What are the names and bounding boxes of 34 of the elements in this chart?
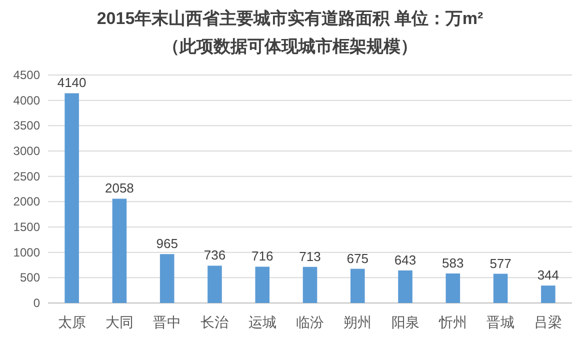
data-label: 716: [252, 248, 274, 264]
data-label: 643: [394, 252, 416, 268]
data-label: 965: [156, 236, 178, 252]
category: 运城: [248, 314, 276, 330]
data-label: 4140: [57, 75, 86, 90]
category: 晋城: [486, 314, 515, 330]
category: 晋中: [153, 314, 182, 330]
ytick: 1500: [13, 220, 40, 234]
category: 忻州: [438, 314, 467, 330]
subtitle: （此项数据可体现城市框架规模）: [162, 37, 418, 56]
category: 太原: [58, 314, 86, 330]
ytick: 0: [33, 296, 40, 310]
category: 朔州: [344, 314, 372, 330]
ytick: 4500: [13, 68, 40, 82]
ytick: 4000: [13, 93, 40, 108]
category: 大同: [105, 314, 134, 330]
category: 长治: [200, 314, 229, 330]
data-label: 583: [442, 255, 464, 270]
data-label: 713: [299, 248, 321, 264]
ytick: 3500: [13, 118, 40, 133]
data-label: 736: [204, 248, 226, 263]
ytick: 500: [20, 270, 40, 285]
category: 阳泉: [391, 314, 420, 330]
ytick: 2000: [13, 194, 40, 209]
ytick: 1000: [13, 245, 40, 260]
category: 临汾: [296, 314, 324, 330]
data-label: 577: [490, 256, 512, 271]
data-label: 2058: [105, 180, 134, 196]
ytick: 2500: [13, 169, 40, 184]
data-label: 675: [346, 250, 368, 266]
data-label: 344: [537, 268, 560, 283]
category: 吕梁: [534, 314, 562, 330]
ytick: 3000: [13, 144, 40, 158]
title: 2015年末山西省主要城市实有道路面积 单位：万m²: [96, 9, 484, 28]
